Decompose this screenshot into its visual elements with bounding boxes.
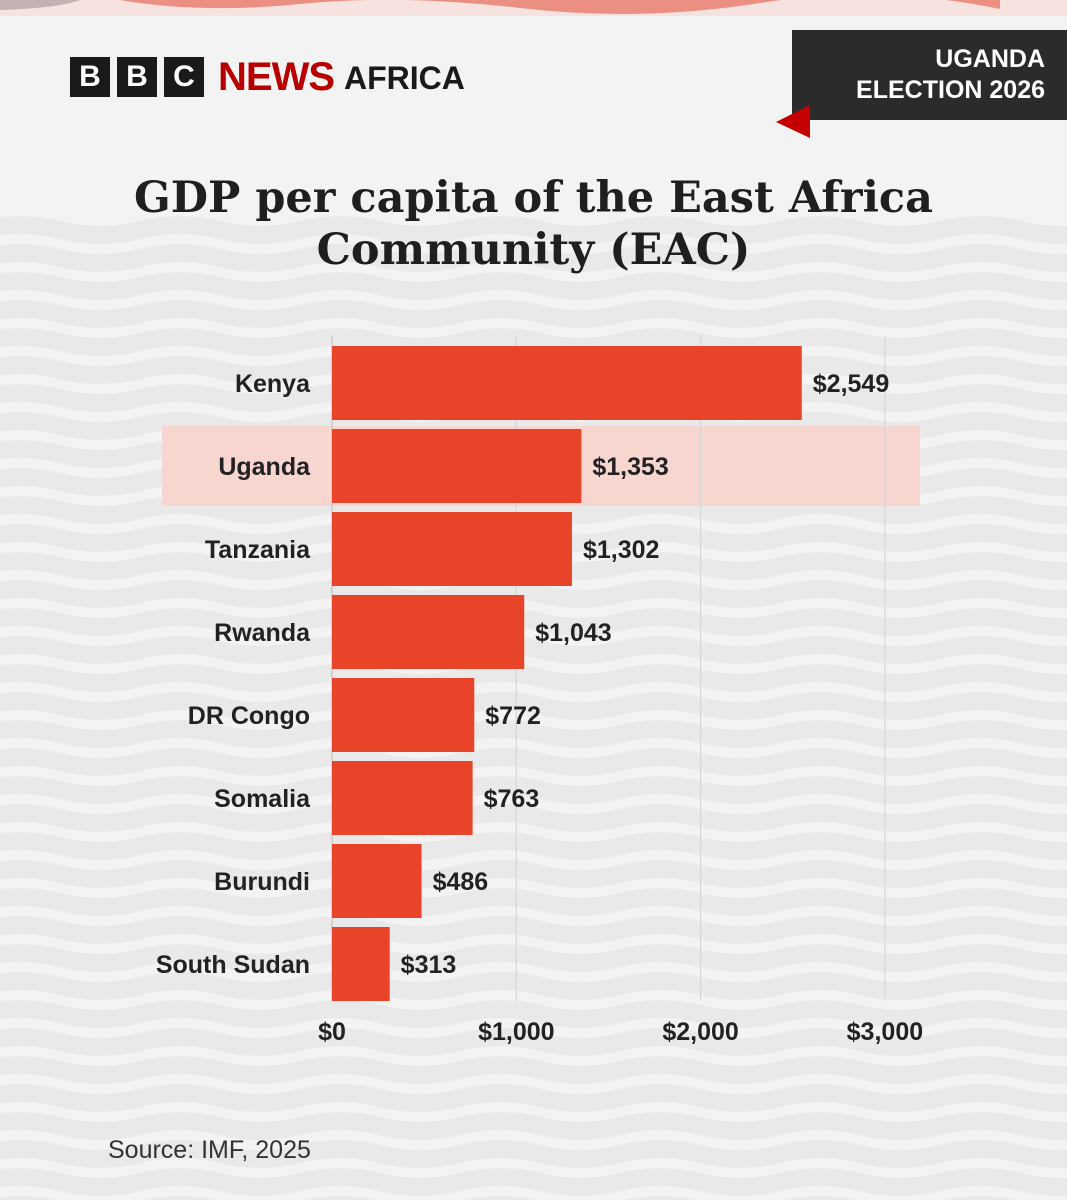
category-label: Uganda [218,453,311,481]
bar-somalia [332,761,473,835]
bar-dr-congo [332,678,475,752]
wave-line [0,328,1067,356]
wave-line [0,1112,1067,1140]
wave-line [0,580,1067,608]
source-note: Source: IMF, 2025 [108,1136,311,1164]
wave-line [0,1168,1067,1196]
bbc-news-africa-logo: B B C NEWS AFRICA [70,56,465,98]
category-label: Rwanda [214,619,311,647]
election-tag-line1: UGANDA [935,45,1045,73]
flag-strip [0,0,1067,16]
value-label: $1,353 [592,453,668,481]
election-tag-line2: ELECTION 2026 [856,76,1045,104]
category-label: Burundi [214,868,310,896]
value-label: $1,302 [583,536,659,564]
value-label: $772 [485,702,541,730]
wave-line [0,916,1067,944]
election-tag: UGANDA ELECTION 2026 [792,30,1067,120]
category-label: Somalia [214,785,311,813]
wave-line [0,720,1067,748]
wave-line [0,692,1067,720]
wave-line [0,216,1067,244]
wave-line [0,1028,1067,1056]
bar-tanzania [332,512,572,586]
wave-line [0,888,1067,916]
wave-line [0,244,1067,272]
chart-title-line1: GDP per capita of the East Africa [134,173,933,223]
wave-line [0,1140,1067,1168]
bar-rwanda [332,595,525,669]
value-label: $763 [484,785,540,813]
wave-line [0,1000,1067,1028]
wave-line [0,832,1067,860]
value-label: $2,549 [813,370,889,398]
wave-line [0,608,1067,636]
x-tick-label: $0 [318,1018,346,1046]
category-label: Tanzania [205,536,311,564]
tag-pointer-icon [776,105,810,138]
chart-title-line2: Community (EAC) [316,225,751,275]
wave-line [0,748,1067,776]
value-label: $1,043 [535,619,611,647]
wave-line [0,664,1067,692]
bar-uganda [332,429,582,503]
x-tick-label: $3,000 [847,1018,923,1046]
bbc-block-c: C [164,57,204,97]
wave-line [0,972,1067,1000]
wave-line [0,1084,1067,1112]
wave-line [0,776,1067,804]
wave-line [0,636,1067,664]
wave-line [0,300,1067,328]
wave-line [0,1056,1067,1084]
value-label: $486 [433,868,489,896]
bar-burundi [332,844,422,918]
wave-line [0,860,1067,888]
bbc-block-b2: B [117,57,157,97]
value-label: $313 [401,951,457,979]
region-wordmark: AFRICA [344,60,465,96]
x-tick-label: $2,000 [662,1018,738,1046]
bbc-block-b1: B [70,57,110,97]
chart-title: GDP per capita of the East Africa Commun… [0,172,1067,276]
category-label: Kenya [235,370,311,398]
bar-south-sudan [332,927,390,1001]
category-label: DR Congo [188,702,310,730]
wave-line [0,944,1067,972]
news-wordmark: NEWS [218,55,335,99]
wave-line [0,272,1067,300]
x-tick-label: $1,000 [478,1018,554,1046]
category-label: South Sudan [156,951,310,979]
bar-kenya [332,346,802,420]
wave-line [0,804,1067,832]
